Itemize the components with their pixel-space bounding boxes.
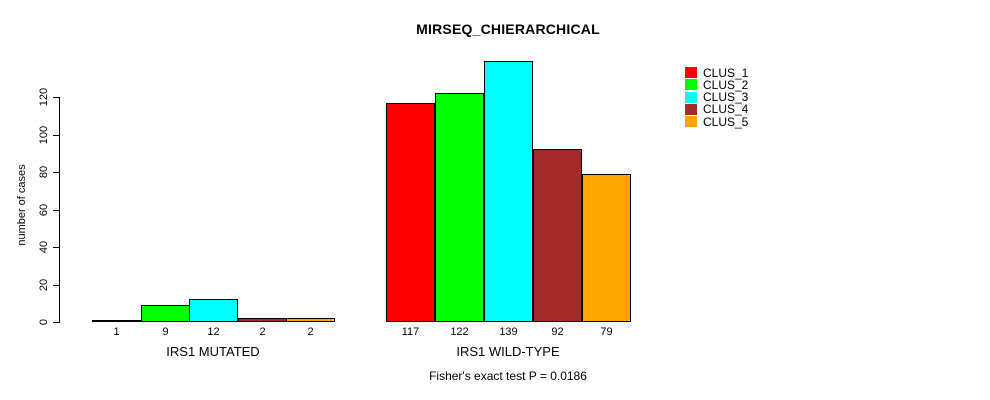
- y-axis-tick-label: 120: [38, 87, 50, 107]
- y-axis-tick-label: 80: [38, 165, 50, 179]
- legend-item-clus_2: CLUS_2: [685, 76, 749, 92]
- bar-value-label: 79: [600, 326, 613, 338]
- bar-value-label: 117: [401, 326, 420, 338]
- bar-clus_1-group1: [386, 103, 435, 322]
- legend-swatch-icon: [685, 91, 697, 103]
- bar-value-label: 92: [551, 326, 564, 338]
- x-axis-group-label-wildtype: IRS1 WILD-TYPE: [456, 344, 560, 359]
- y-axis-label: number of cases: [16, 164, 28, 246]
- y-axis-tick: [53, 97, 59, 98]
- y-axis-tick: [53, 322, 59, 323]
- bar-clus_5-group1: [582, 174, 631, 322]
- chart-title: MIRSEQ_CHIERARCHICAL: [416, 21, 600, 37]
- legend-swatch-icon: [685, 116, 697, 128]
- y-axis-line: [59, 97, 60, 323]
- bar-value-label: 9: [162, 326, 169, 338]
- y-axis-tick: [53, 172, 59, 173]
- legend-item-clus_5: CLUS_5: [685, 113, 749, 129]
- bar-clus_1-group0: [92, 320, 141, 322]
- annotation-text: Fisher's exact test P = 0.0186: [429, 369, 587, 383]
- legend: CLUS_1 CLUS_2 CLUS_3 CLUS_4 CLUS_5: [685, 64, 749, 129]
- legend-item-clus_4: CLUS_4: [685, 101, 749, 117]
- y-axis-tick-label: 40: [38, 240, 50, 254]
- bar-clus_2-group0: [141, 305, 190, 322]
- y-axis-tick: [53, 134, 59, 136]
- y-axis-tick-label: 60: [38, 203, 50, 216]
- y-axis-tick: [53, 209, 59, 211]
- legend-label: CLUS_4: [703, 102, 749, 117]
- bar-clus_4-group0: [238, 318, 287, 322]
- bar-clus_2-group1: [435, 93, 484, 322]
- bar-value-label: 2: [259, 326, 266, 338]
- legend-label: CLUS_1: [703, 65, 749, 80]
- bar-value-label: 12: [207, 326, 220, 338]
- legend-item-clus_1: CLUS_1: [685, 64, 749, 80]
- bar-value-label: 2: [307, 326, 314, 338]
- legend-label: CLUS_2: [703, 77, 749, 92]
- bar-value-label: 122: [450, 326, 469, 338]
- y-axis-tick: [53, 284, 59, 286]
- legend-swatch-icon: [685, 79, 697, 91]
- bar-value-label: 1: [113, 326, 120, 338]
- bar-value-label: 139: [499, 326, 518, 338]
- legend-swatch-icon: [685, 67, 697, 79]
- legend-swatch-icon: [685, 103, 697, 115]
- y-axis-tick: [53, 247, 59, 248]
- bar-clus_3-group0: [189, 299, 238, 322]
- y-axis-tick-label: 100: [38, 125, 50, 144]
- y-axis-tick-label: 0: [38, 318, 50, 326]
- bar-clus_4-group1: [533, 149, 582, 322]
- legend-item-clus_3: CLUS_3: [685, 88, 749, 105]
- legend-label: CLUS_5: [703, 114, 749, 129]
- x-axis-group-label-mutated: IRS1 MUTATED: [166, 344, 260, 359]
- legend-label: CLUS_3: [703, 90, 749, 105]
- bar-clus_5-group0: [286, 318, 335, 322]
- bar-clus_3-group1: [484, 61, 533, 322]
- y-axis-tick-label: 20: [38, 278, 50, 291]
